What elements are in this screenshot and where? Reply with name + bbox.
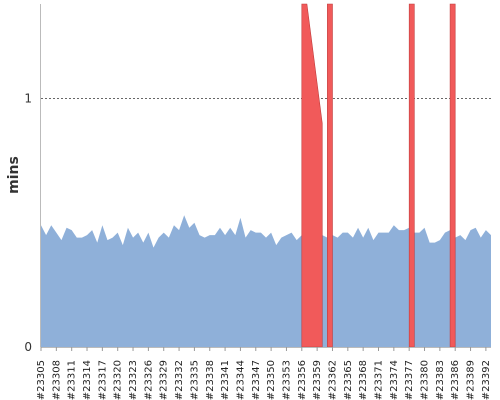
y-axis-ticks: 01 [24,91,32,354]
x-tick-label-4: #23317 [97,360,108,400]
y-tick-label-0: 0 [24,340,32,354]
x-tick-label-20: #23365 [343,360,354,400]
x-tick-label-7: #23326 [143,360,154,400]
x-tick-label-25: #23380 [420,360,431,400]
x-tick-label-11: #23338 [205,360,216,400]
x-tick-label-21: #23368 [358,360,369,400]
x-tick-label-17: #23356 [297,360,308,400]
failure-spike-0 [301,3,323,348]
duration-area [41,215,491,347]
plot-area [41,3,491,348]
x-tick-label-8: #23329 [159,360,170,400]
x-tick-label-29: #23392 [481,360,492,400]
x-tick-label-23: #23374 [389,360,400,400]
failure-spike-3 [449,3,456,348]
x-tick-label-5: #23320 [113,360,124,400]
failure-spike-1 [327,3,333,348]
x-tick-label-19: #23362 [327,360,338,400]
x-tick-label-16: #23353 [281,360,292,400]
x-tick-label-13: #23344 [235,360,246,400]
x-tick-label-22: #23371 [374,360,385,400]
x-tick-label-12: #23341 [220,360,231,400]
failure-spike-2 [408,3,415,348]
x-tick-label-3: #23314 [82,360,93,400]
y-tick-label-1: 1 [24,91,32,105]
x-tick-label-0: #23305 [36,360,47,400]
x-tick-label-15: #23350 [266,360,277,400]
y-axis-label: mins [6,156,22,194]
x-tick-label-6: #23323 [128,360,139,400]
x-tick-label-14: #23347 [251,360,262,400]
x-tick-label-27: #23386 [450,360,461,400]
x-axis-ticks: #23305 #23308 #23311 #23314 #23317 #23320 #233… [36,347,492,400]
x-tick-label-9: #23332 [174,360,185,400]
x-tick-label-1: #23308 [51,360,62,400]
x-tick-label-10: #23335 [189,360,200,400]
x-tick-label-2: #23311 [67,360,78,400]
x-tick-label-24: #23377 [404,360,415,400]
x-tick-label-26: #23383 [435,360,446,400]
axes [40,4,491,348]
x-tick-label-28: #23389 [466,360,477,400]
x-tick-label-18: #23359 [312,360,323,400]
